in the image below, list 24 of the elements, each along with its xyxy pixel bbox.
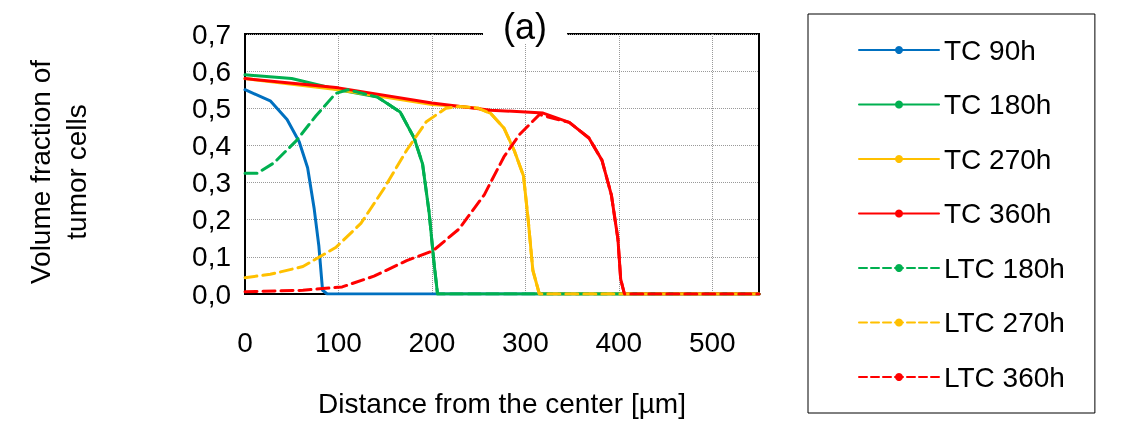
y-tick-label: 0,1: [192, 241, 231, 273]
y-tick-label: 0,5: [192, 92, 231, 124]
legend-label: LTC 180h: [944, 252, 1065, 284]
y-tick-label: 0,2: [192, 204, 231, 236]
y-tick-label: 0,6: [192, 55, 231, 87]
legend-label: LTC 270h: [944, 307, 1065, 338]
x-tick-label: 100: [315, 326, 362, 358]
x-tick-label: 200: [408, 326, 456, 358]
legend-label: TC 180h: [944, 89, 1052, 120]
x-tick-label: 0: [237, 326, 253, 358]
x-tick-label: 400: [595, 326, 643, 358]
y-tick-label: 0,7: [192, 18, 231, 50]
legend-label: TC 90h: [944, 34, 1036, 66]
chart-title: (a): [503, 5, 547, 47]
y-tick-label: 0,0: [192, 278, 231, 310]
legend-label: LTC 360h: [944, 361, 1065, 393]
legend-label: TC 270h: [944, 143, 1052, 175]
x-tick-label: 500: [688, 326, 736, 358]
y-tick-label: 0,4: [192, 129, 231, 161]
x-axis-title: Distance from the center [µm]: [318, 387, 686, 419]
x-tick-label: 300: [502, 326, 549, 358]
legend-label: TC 360h: [944, 198, 1052, 229]
y-axis-title: Volume fraction of tumor cells: [24, 59, 92, 285]
y-tick-label: 0,3: [192, 167, 231, 199]
